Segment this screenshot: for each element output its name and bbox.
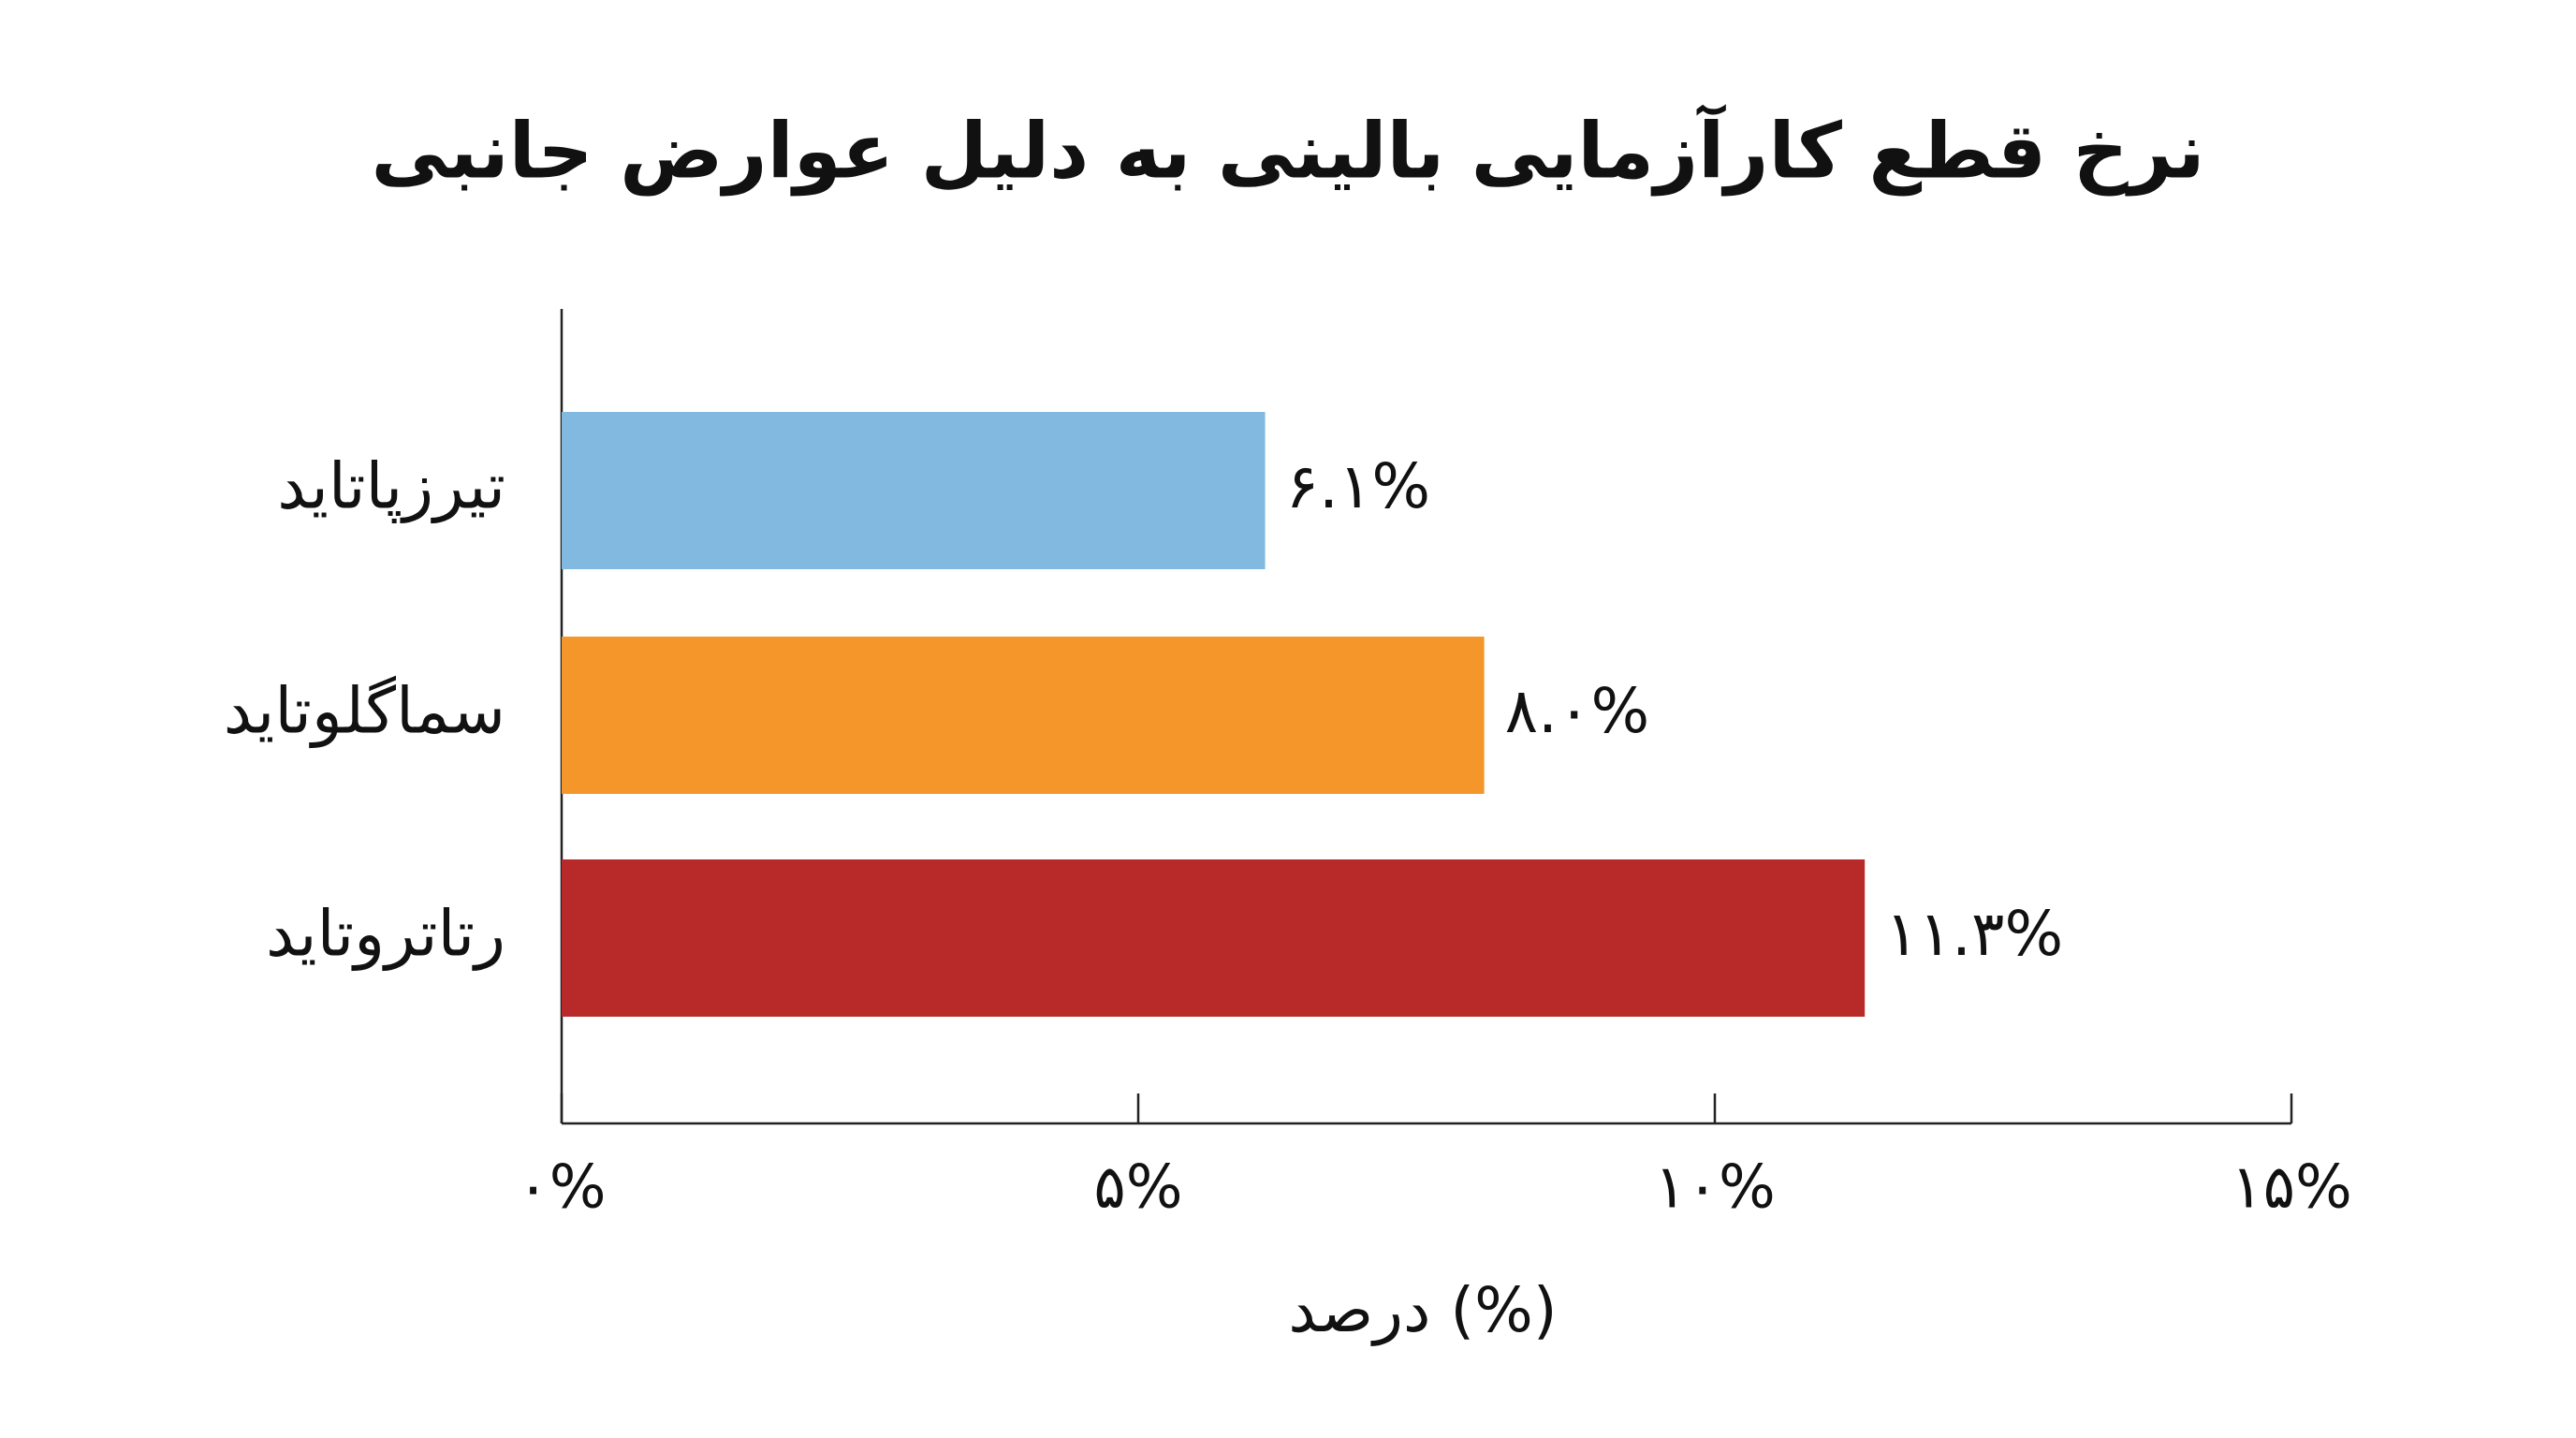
category-label: رتاتروتاید bbox=[266, 898, 505, 972]
bar bbox=[562, 412, 1266, 569]
chart-title: نرخ قطع کارآزمایی بالینی به دلیل عوارض ج… bbox=[371, 103, 2204, 196]
value-label: ۶.۱% bbox=[1286, 450, 1431, 522]
x-tick-label: ۰% bbox=[517, 1153, 606, 1223]
x-tick-label: ۱۵% bbox=[2231, 1153, 2352, 1223]
x-tick-label: ۱۰% bbox=[1654, 1153, 1776, 1223]
value-label: ۱۱.۳% bbox=[1885, 898, 2063, 970]
x-axis-label: درصد (%) bbox=[1288, 1274, 1557, 1346]
bar bbox=[562, 859, 1866, 1017]
x-tick-label: ۵% bbox=[1093, 1153, 1182, 1223]
bar bbox=[562, 637, 1485, 794]
category-label: تیرزپاتاید bbox=[277, 450, 505, 524]
category-label: سماگلوتاید bbox=[224, 675, 505, 749]
value-label: ۸.۰% bbox=[1505, 675, 1650, 747]
